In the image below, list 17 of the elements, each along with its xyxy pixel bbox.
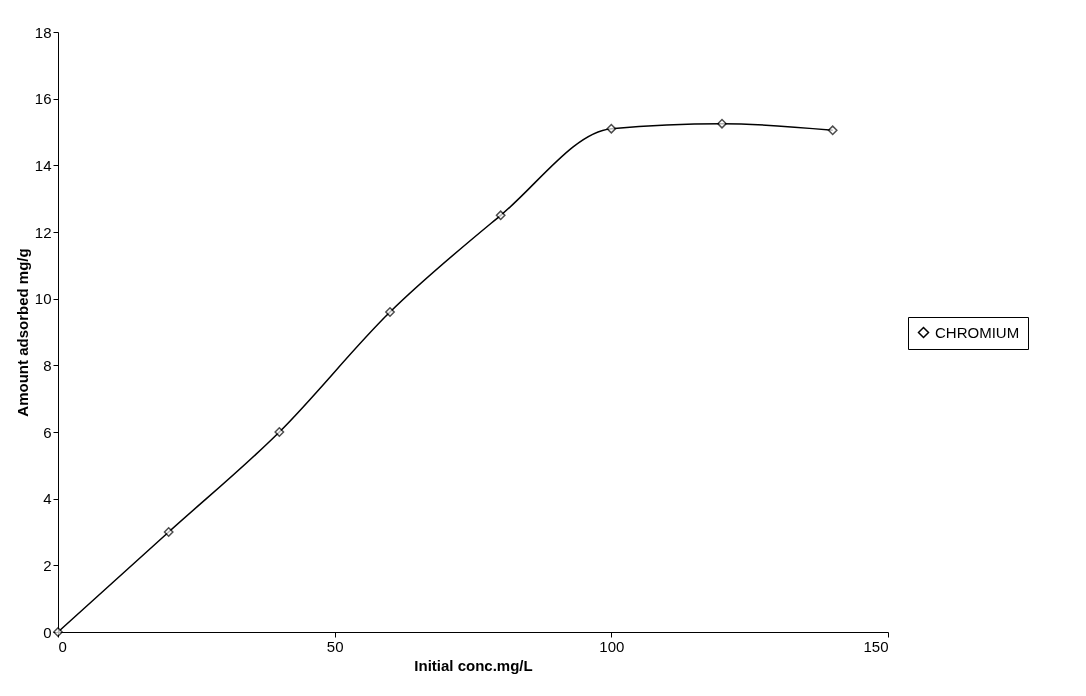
x-tick-label: 50 bbox=[326, 637, 344, 655]
y-tick-label: 0 bbox=[43, 623, 52, 641]
x-tick-label: 100 bbox=[599, 637, 625, 655]
y-tick-label: 2 bbox=[43, 556, 52, 574]
y-tick-label: 10 bbox=[34, 290, 52, 308]
y-axis-title: Amount adsorbed mg/g bbox=[13, 248, 31, 417]
x-tick-label: 0 bbox=[58, 637, 67, 655]
y-tick-label: 12 bbox=[34, 223, 52, 241]
x-tick-label: 150 bbox=[863, 637, 889, 655]
legend-label: CHROMIUM bbox=[935, 323, 1020, 341]
y-tick-label: 14 bbox=[34, 156, 52, 174]
y-tick-label: 16 bbox=[34, 90, 52, 108]
y-tick-label: 4 bbox=[43, 490, 52, 508]
y-tick-label: 6 bbox=[43, 423, 52, 441]
x-axis-title: Initial conc.mg/L bbox=[414, 656, 533, 674]
y-tick-label: 8 bbox=[43, 356, 52, 374]
y-tick-label: 18 bbox=[34, 23, 52, 41]
